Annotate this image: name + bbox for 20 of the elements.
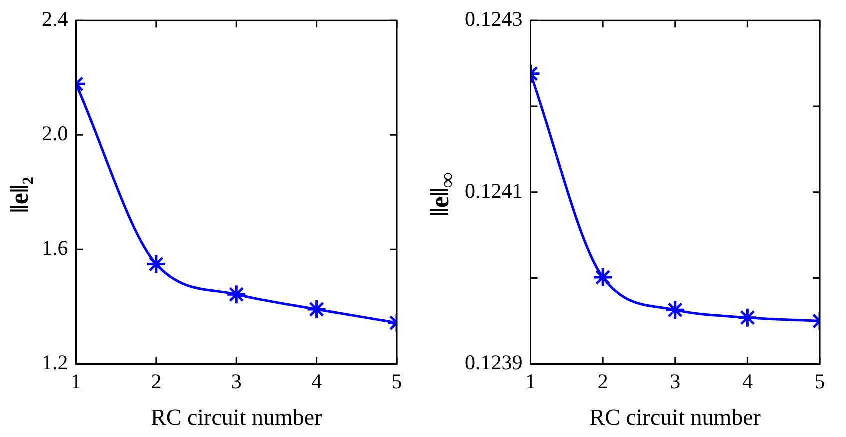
x-tick-label: 2 [598, 369, 608, 394]
y-tick-label: 0.1241 [465, 178, 523, 203]
x-tick-label: 4 [312, 369, 323, 394]
x-tick-label: 4 [742, 369, 754, 394]
y-tick-label: 0.1243 [465, 7, 523, 32]
y-tick-label: 2.4 [42, 7, 69, 32]
text: 2.0 [42, 122, 68, 146]
x-tick-label: 5 [814, 369, 826, 394]
y-axis-title: ‖e‖₂ [4, 176, 35, 214]
y-tick-label: 0.1239 [465, 350, 523, 375]
x-axis-title: RC circuit number [151, 405, 323, 430]
x-tick-label: 3 [231, 369, 242, 394]
text: 1.2 [42, 350, 68, 375]
x-tick-label: 1 [71, 369, 82, 394]
x-tick-label: 2 [151, 369, 162, 394]
x-tick-label: 5 [392, 369, 402, 394]
x-axis-title: RC circuit number [590, 405, 762, 430]
x-tick-label: 1 [526, 369, 536, 394]
y-tick-label: 1.6 [42, 236, 68, 260]
x-tick-label: 3 [670, 369, 681, 394]
